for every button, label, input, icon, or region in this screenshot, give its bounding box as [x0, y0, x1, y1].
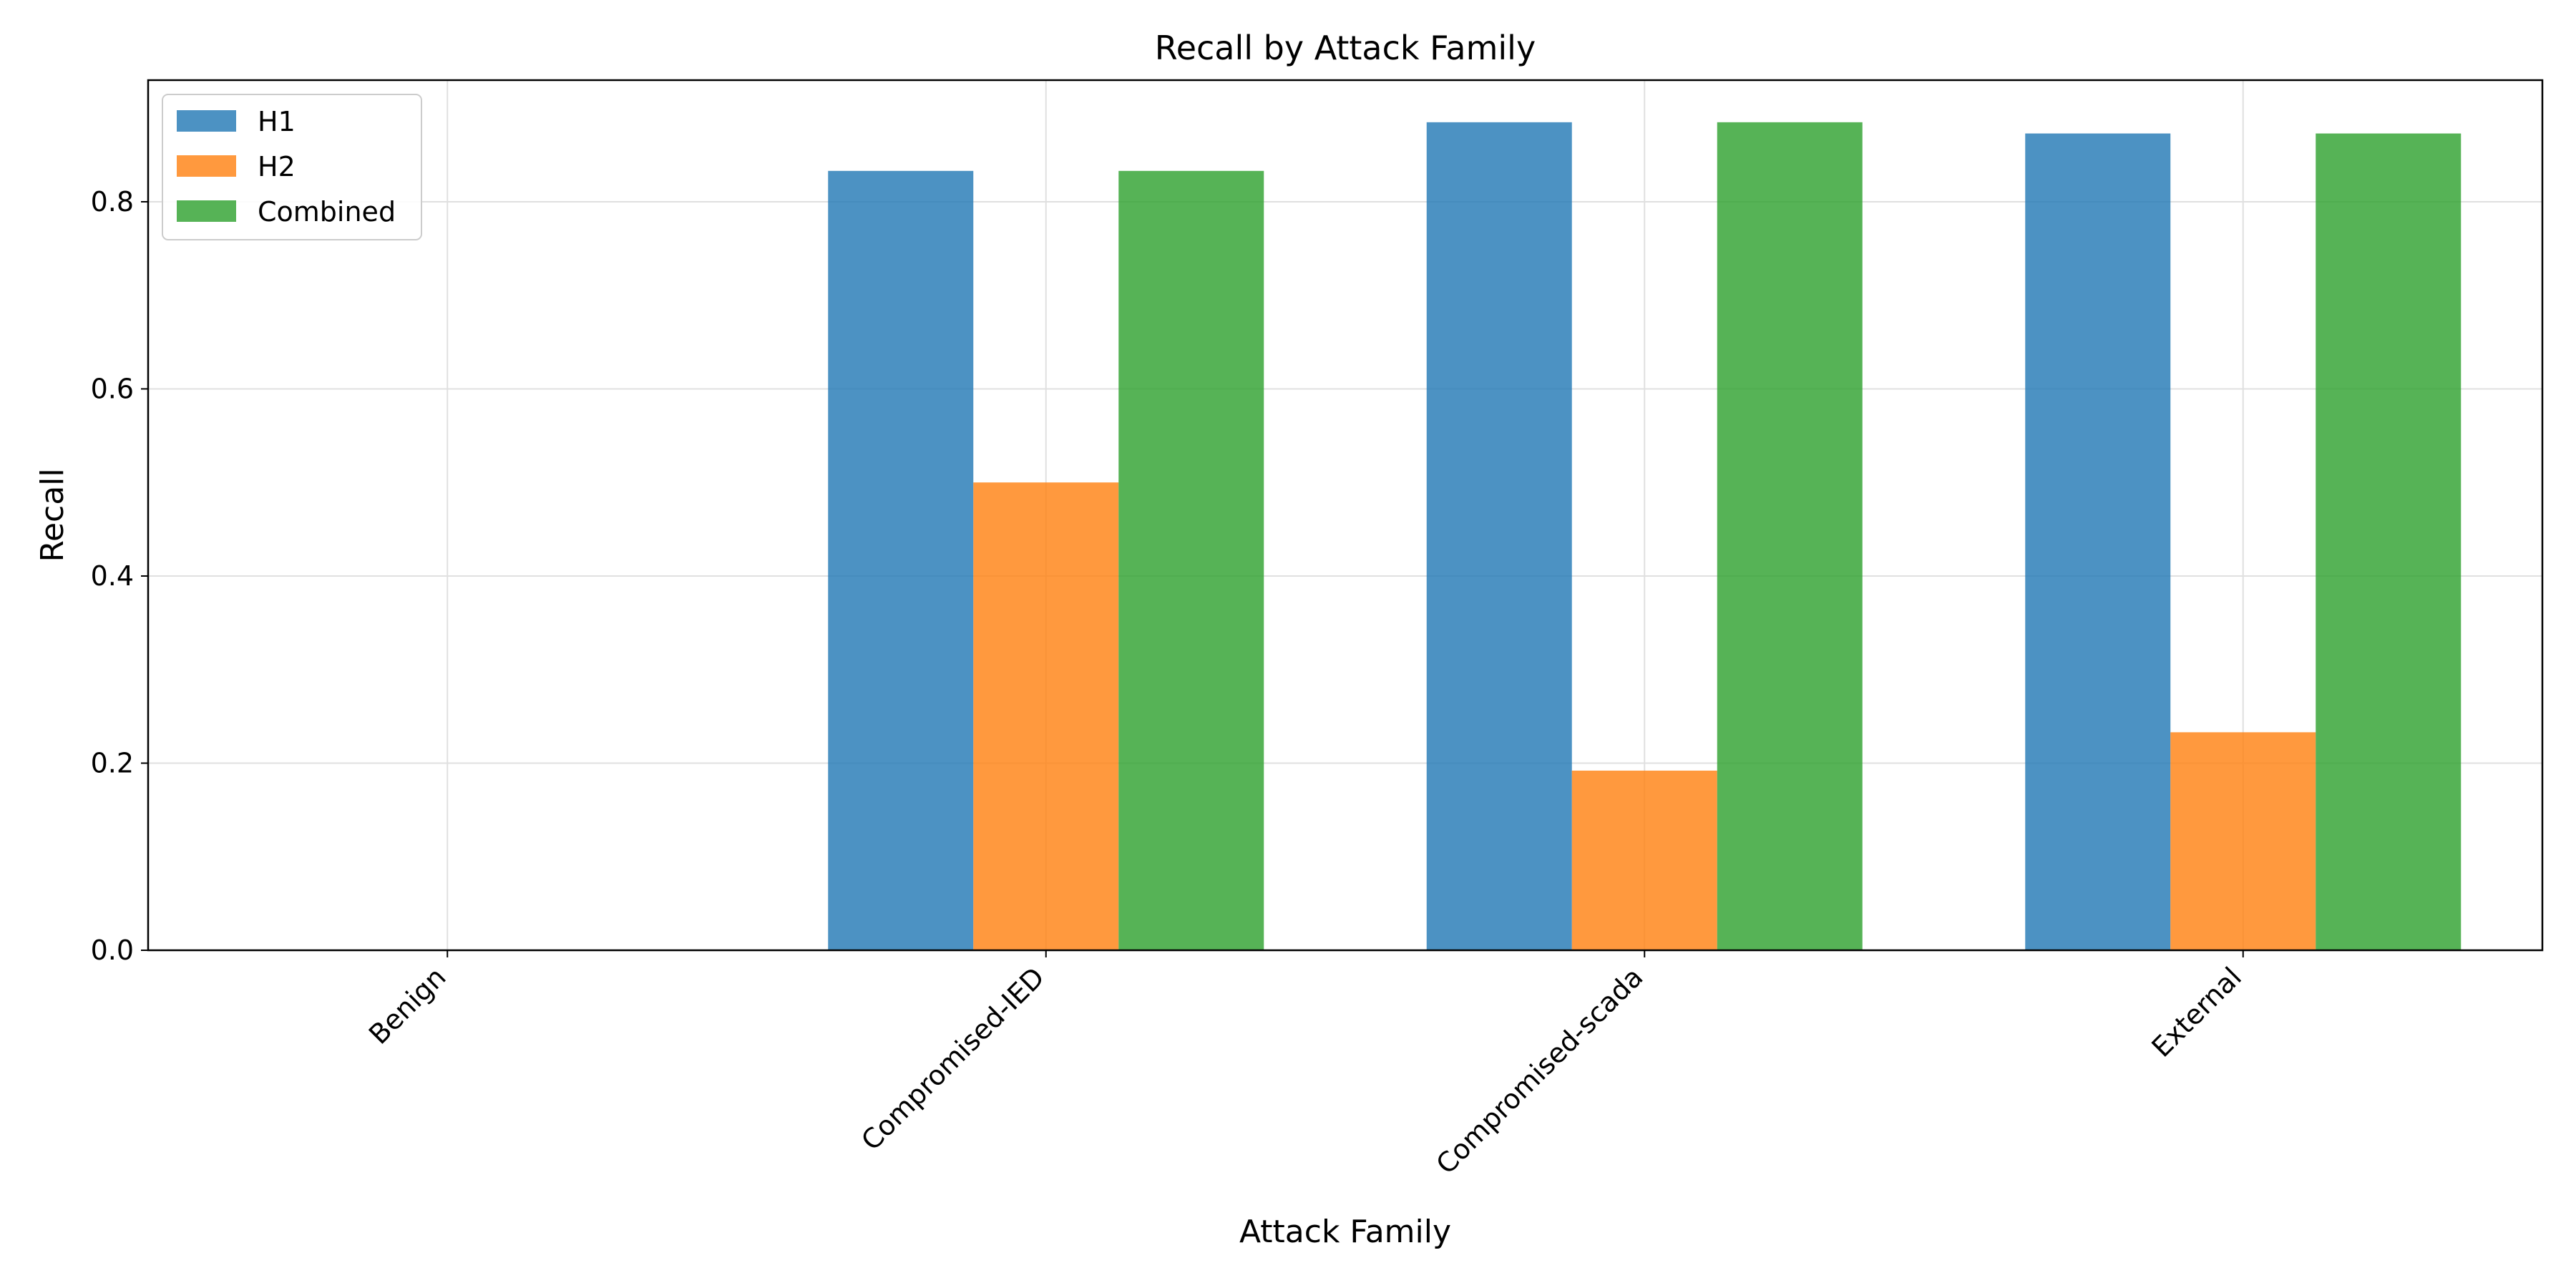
- legend-label: Combined: [258, 196, 396, 228]
- bar-combined-external: [2316, 133, 2462, 950]
- y-axis-label: Recall: [34, 468, 71, 562]
- bar-h1-external: [2025, 133, 2171, 950]
- y-tick-label: 0.4: [91, 560, 134, 592]
- legend-swatch-combined: [177, 200, 236, 222]
- bars: [828, 122, 2462, 951]
- y-tick-label: 0.2: [91, 747, 134, 779]
- bar-combined-compromised-scada: [1717, 122, 1863, 950]
- legend-label: H1: [258, 106, 296, 137]
- bar-h2-compromised-scada: [1571, 770, 1717, 950]
- y-tick-label: 0.0: [91, 935, 134, 966]
- legend-swatch-h2: [177, 155, 236, 177]
- bar-combined-compromised-ied: [1118, 170, 1264, 951]
- x-tick-label: Compromised-scada: [1430, 961, 1649, 1180]
- y-tick-label: 0.6: [91, 373, 134, 404]
- bar-h1-compromised-scada: [1426, 122, 1572, 950]
- chart-title: Recall by Attack Family: [1155, 29, 1536, 67]
- legend-swatch-h1: [177, 110, 236, 132]
- legend-label: H2: [258, 151, 296, 182]
- x-tick-label: External: [2146, 961, 2248, 1063]
- y-tick-label: 0.8: [91, 186, 134, 218]
- x-axis-label: Attack Family: [1239, 1214, 1451, 1250]
- x-tick-label: Benign: [363, 961, 452, 1050]
- bar-h2-compromised-ied: [973, 482, 1119, 950]
- x-tick-label: Compromised-IED: [855, 961, 1050, 1156]
- legend: H1 H2 Combined: [162, 94, 422, 240]
- bar-h1-compromised-ied: [828, 170, 974, 951]
- plot-frame: [147, 79, 2544, 952]
- bar-h2-external: [2170, 732, 2316, 950]
